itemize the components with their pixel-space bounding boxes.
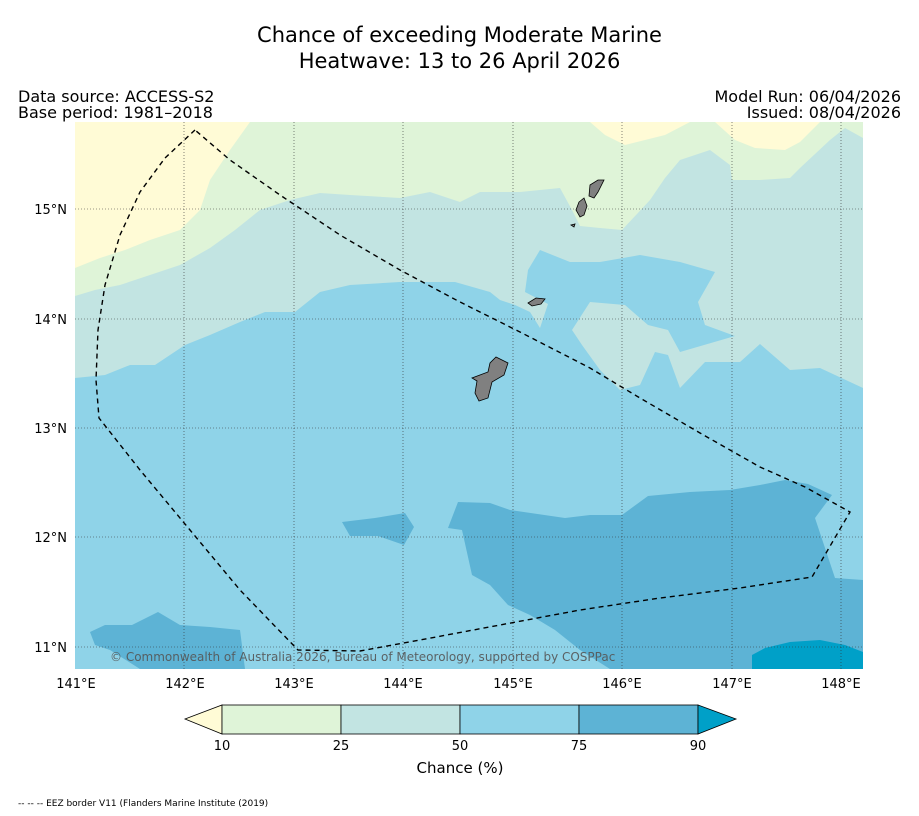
- lon-label-148e: 148°E: [821, 677, 861, 692]
- lon-label-142e: 142°E: [165, 677, 205, 692]
- lat-labels: 15°N 14°N 13°N 12°N 11°N: [34, 203, 67, 656]
- meta-right: Model Run: 06/04/2026 Issued: 08/04/2026: [715, 89, 902, 121]
- saipan-island: [588, 179, 605, 199]
- small-islet: [570, 223, 576, 228]
- colorbar-75-90: [578, 704, 699, 735]
- data-source: Data source: ACCESS-S2: [18, 87, 215, 106]
- meta-left: Data source: ACCESS-S2 Base period: 1981…: [18, 89, 214, 121]
- band-above-90-se: [752, 640, 863, 669]
- colorbar-below-10: [183, 704, 223, 735]
- band-below-10-nw: [75, 122, 250, 268]
- lon-label-141e: 141°E: [56, 677, 96, 692]
- tinian-island: [575, 197, 588, 218]
- lat-label-15n: 15°N: [34, 203, 67, 218]
- band-75-90-sw: [90, 612, 245, 669]
- colorbar-title: Chance (%): [417, 759, 504, 777]
- colorbar-tick-50: 50: [452, 739, 469, 754]
- base-period: Base period: 1981–2018: [18, 103, 213, 122]
- title-line-2: Heatwave: 13 to 26 April 2026: [298, 49, 621, 73]
- colorbar-tick-25: 25: [333, 739, 350, 754]
- islands: [471, 179, 605, 402]
- lat-label-11n: 11°N: [34, 641, 67, 656]
- lat-label-13n: 13°N: [34, 422, 67, 437]
- lon-label-145e: 145°E: [493, 677, 533, 692]
- guam-island: [471, 356, 509, 402]
- lat-label-12n: 12°N: [34, 531, 67, 546]
- band-10-25: [75, 122, 863, 296]
- lon-label-147e: 147°E: [712, 677, 752, 692]
- gridlines: [75, 122, 863, 669]
- band-75-90-se: [448, 480, 863, 669]
- colorbar-50-75: [459, 704, 580, 735]
- colorbar-25-50: [340, 704, 461, 735]
- rota-island: [527, 297, 546, 307]
- model-run: Model Run: 06/04/2026: [714, 87, 902, 106]
- map-title: Chance of exceeding Moderate Marine Heat…: [0, 22, 919, 74]
- lon-labels: 141°E 142°E 143°E 144°E 145°E 146°E 147°…: [56, 677, 861, 692]
- eez-footnote: -- -- -- EEZ border V11 (Flanders Marine…: [18, 799, 269, 809]
- lat-label-14n: 14°N: [34, 313, 67, 328]
- colorbar-above-90: [697, 704, 738, 735]
- band-below-10-ne: [715, 122, 820, 150]
- lon-label-143e: 143°E: [274, 677, 314, 692]
- colorbar: 10 25 50 75 90 Chance (%): [183, 704, 738, 777]
- copyright-notice: © Commonwealth of Australia 2026, Bureau…: [110, 650, 615, 664]
- title-line-1: Chance of exceeding Moderate Marine: [257, 23, 662, 47]
- lon-label-144e: 144°E: [383, 677, 423, 692]
- band-below-10-n: [590, 122, 690, 145]
- map-plot-area: [75, 122, 863, 669]
- colorbar-tick-10: 10: [214, 739, 231, 754]
- issued-date: Issued: 08/04/2026: [746, 103, 901, 122]
- colorbar-tick-90: 90: [690, 739, 707, 754]
- eez-border: [95, 129, 851, 652]
- colorbar-tick-75: 75: [571, 739, 588, 754]
- lon-label-146e: 146°E: [602, 677, 642, 692]
- colorbar-10-25: [221, 704, 342, 735]
